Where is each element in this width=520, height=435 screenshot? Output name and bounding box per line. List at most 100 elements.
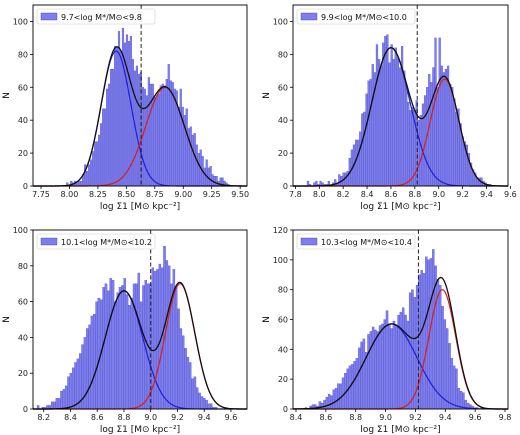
x-tick-label: 8.75 <box>146 190 164 199</box>
histogram-bar <box>57 398 61 410</box>
histogram-bar <box>306 180 310 187</box>
histogram-bar <box>86 328 89 410</box>
histogram-bar <box>50 401 54 410</box>
histogram-bar <box>388 62 391 187</box>
histogram-bar <box>455 111 458 187</box>
histogram-bar <box>95 301 98 410</box>
x-tick-label: 9.0 <box>144 413 157 422</box>
histogram-bar <box>321 402 324 410</box>
x-tick-label: 8.2 <box>37 413 50 422</box>
histogram-bar <box>386 34 389 187</box>
x-tick-label: 9.4 <box>480 190 493 199</box>
histogram-bar <box>139 301 143 410</box>
histogram-bar <box>153 97 156 187</box>
histogram-bar <box>179 328 183 410</box>
x-tick-label: 8.00 <box>61 190 79 199</box>
histogram-bar <box>203 167 206 187</box>
y-tick-label: 120 <box>273 226 288 235</box>
histogram-bar <box>67 376 70 410</box>
histogram-bar <box>353 361 356 410</box>
histogram-bar <box>62 389 66 410</box>
legend: 10.1<log M*/M⊙<10.2 <box>36 233 156 250</box>
histogram-bar <box>405 83 408 187</box>
x-tick-label: 9.2 <box>409 413 422 422</box>
histogram-bar <box>338 174 341 187</box>
histogram-bar <box>361 113 364 187</box>
histogram-bar <box>369 331 373 410</box>
y-tick-label: 20 <box>278 149 288 158</box>
histogram-bar <box>165 260 169 410</box>
histogram-bar <box>364 352 368 410</box>
histogram-bar <box>147 77 150 187</box>
histogram-bar <box>83 337 87 410</box>
histogram-bar <box>421 103 425 187</box>
y-ticks: 0 20 40 60 80 100 <box>273 17 293 191</box>
y-tick-label: 80 <box>278 50 288 59</box>
legend-label: 9.9<log M*/M⊙<10.0 <box>321 13 407 22</box>
y-ticks: 0 20 40 60 80 100 <box>13 226 33 414</box>
histogram-bar <box>196 387 199 410</box>
histogram-bar <box>177 106 180 187</box>
y-tick-label: 80 <box>18 50 28 59</box>
histogram-bar <box>438 37 441 187</box>
histogram-bar <box>443 319 447 410</box>
histogram-bar <box>186 356 190 410</box>
histogram-bar <box>440 65 443 187</box>
x-tick-label: 9.6 <box>225 413 238 422</box>
histogram-bar <box>448 343 451 410</box>
histogram-bar <box>380 65 383 187</box>
histogram-bar <box>327 393 331 410</box>
x-tick-label: 9.4 <box>439 413 452 422</box>
y-tick-label: 60 <box>278 316 288 325</box>
histogram-bar <box>355 358 359 410</box>
legend-swatch <box>300 12 318 21</box>
histogram-bar <box>149 83 152 187</box>
legend-label: 10.3<log M*/M⊙<10.4 <box>321 238 412 247</box>
histogram-bar <box>116 292 119 410</box>
x-tick-label: 8.4 <box>361 190 374 199</box>
histogram-bar <box>159 85 162 187</box>
histogram-bar <box>207 403 211 410</box>
histogram-bar <box>123 278 126 410</box>
histogram-bar <box>341 377 345 410</box>
histogram-bar <box>378 325 382 410</box>
histogram-bar <box>422 273 426 410</box>
histogram-bar <box>390 44 393 187</box>
histogram-bar <box>425 256 428 410</box>
legend: 9.7<log M*/M⊙<9.8 <box>36 8 156 25</box>
histogram-bar <box>375 44 379 187</box>
histogram-bar <box>439 285 442 410</box>
y-axis-label: N <box>262 92 272 99</box>
y-tick-label: 0 <box>23 182 28 191</box>
histogram-bar <box>215 176 218 187</box>
x-axis-label: log Σ1 [M⊙ kpc⁻²] <box>100 425 180 435</box>
histogram-bar <box>360 341 363 410</box>
histogram-bar <box>90 315 94 410</box>
histogram-bar <box>165 78 168 187</box>
x-tick-label: 9.6 <box>504 190 517 199</box>
y-tick-label: 100 <box>273 256 288 265</box>
x-axis-label: log Σ1 [M⊙ kpc⁻²] <box>360 202 440 212</box>
legend-box <box>36 233 156 250</box>
histogram-bar <box>371 64 374 187</box>
axes-frame <box>32 229 248 410</box>
histogram-bar <box>383 319 386 410</box>
histogram-bar <box>128 305 131 410</box>
x-tick-label: 9.00 <box>174 190 192 199</box>
histogram-bar <box>71 367 75 410</box>
y-tick-label: 20 <box>18 149 28 158</box>
histogram-bar <box>119 50 123 187</box>
x-tick-label: 9.50 <box>231 190 249 199</box>
histogram-bar <box>351 364 354 410</box>
histogram-bar <box>184 348 187 410</box>
histogram-bar <box>315 180 318 187</box>
histogram-bar <box>53 401 56 410</box>
histogram-bar <box>442 72 445 187</box>
histogram-bar <box>462 392 465 410</box>
x-axis-label: log Σ1 [M⊙ kpc⁻²] <box>100 202 180 212</box>
histogram-bar <box>195 144 198 187</box>
histogram-bar <box>213 176 216 187</box>
histogram-bar <box>121 285 124 410</box>
histogram-bar <box>97 297 101 410</box>
histogram-bar <box>88 324 91 410</box>
